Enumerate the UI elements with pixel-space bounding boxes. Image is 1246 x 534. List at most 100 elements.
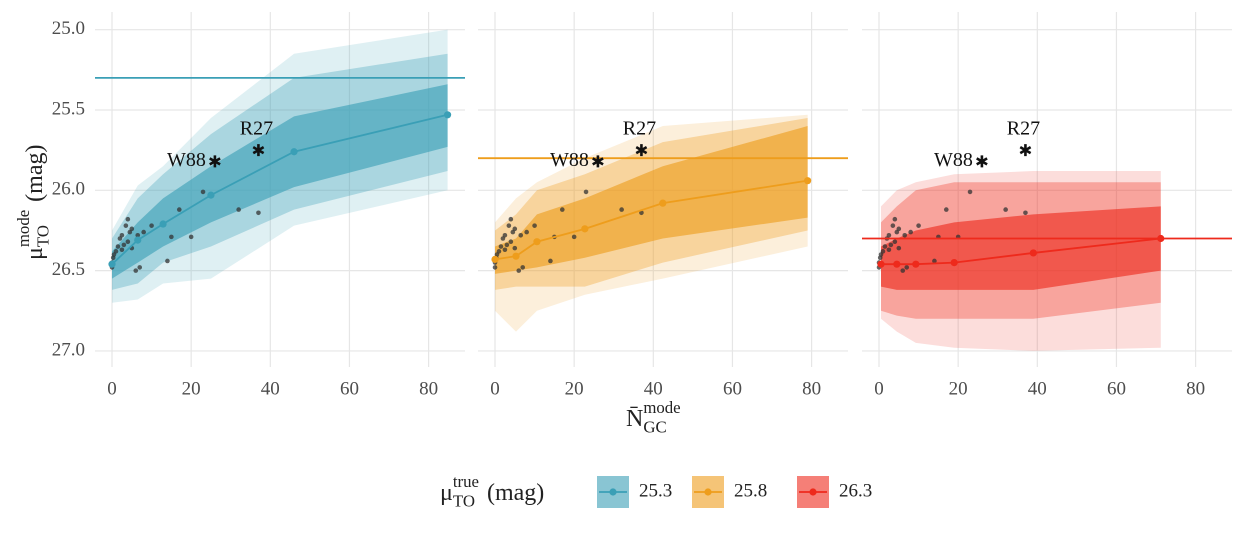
star-marker — [252, 144, 265, 157]
star-marker — [1019, 144, 1032, 157]
y-tick-label: 26.5 — [52, 259, 85, 280]
observed-point — [508, 239, 514, 245]
mean-point — [912, 260, 920, 268]
observed-point — [236, 207, 241, 212]
y-axis-title: μmodeTO (mag) — [14, 145, 52, 260]
observed-point — [498, 244, 504, 249]
star-marker — [635, 144, 648, 157]
observed-point — [125, 239, 131, 245]
mean-line — [111, 113, 448, 265]
x-tick-label: 60 — [340, 378, 359, 399]
observed-point — [141, 229, 146, 235]
observed-point — [967, 189, 973, 195]
observed-point — [502, 247, 508, 253]
observed-point — [886, 247, 892, 253]
observed-point — [916, 223, 921, 228]
observed-point — [524, 229, 529, 235]
observed-point — [165, 258, 170, 264]
mean-point — [877, 260, 885, 268]
interval-band — [880, 206, 1161, 290]
observed-point — [113, 249, 119, 254]
mean-point — [804, 177, 812, 185]
observed-point — [518, 232, 524, 238]
observed-point — [496, 249, 502, 254]
mean-point — [290, 148, 298, 156]
mean-point — [491, 255, 499, 263]
observed-point — [896, 245, 902, 251]
observed-point — [619, 207, 624, 212]
x-tick-label: 60 — [723, 378, 742, 399]
legend-title: μtrue TO (mag) — [440, 472, 544, 510]
x-tick-label: 20 — [949, 378, 968, 399]
annotation-label: R27 — [1007, 118, 1040, 140]
x-tick-label: 0 — [874, 378, 884, 399]
mean-point — [207, 191, 215, 199]
x-tick-label: 60 — [1107, 378, 1126, 399]
legend-label: 25.3 — [639, 480, 672, 501]
observed-point — [932, 258, 937, 264]
observed-point — [888, 242, 894, 248]
observed-point — [516, 268, 522, 273]
mean-point — [159, 220, 167, 228]
observed-point — [571, 234, 577, 240]
observed-point — [256, 210, 261, 216]
observed-point — [149, 223, 154, 228]
y-axis-title-sup: mode — [14, 210, 33, 247]
observed-point — [886, 232, 892, 238]
observed-point — [904, 265, 910, 270]
observed-point — [512, 226, 518, 232]
observed-point — [908, 229, 913, 235]
y-axis-title-group: μmodeTO (mag) — [14, 145, 52, 260]
observed-point — [548, 258, 553, 264]
observed-point — [135, 232, 141, 238]
observed-point — [559, 207, 565, 212]
observed-point — [520, 265, 526, 270]
x-axis-title-base: N̄ — [626, 406, 643, 432]
legend-title-sub: TO — [453, 491, 475, 510]
mean-point — [1029, 249, 1037, 257]
interval-band — [112, 84, 448, 279]
x-axis-title: N̄mode GC — [626, 398, 681, 436]
observed-point — [880, 249, 886, 254]
legend-title-sup: true — [453, 472, 479, 491]
legend-title-base: μ — [440, 480, 453, 506]
observed-point — [882, 244, 888, 249]
annotation-label: W88 — [550, 149, 589, 171]
observed-point — [176, 207, 182, 212]
observed-point — [137, 265, 143, 270]
x-tick-label: 80 — [419, 378, 438, 399]
legend-label: 25.8 — [734, 480, 767, 501]
observed-point — [133, 268, 139, 273]
observed-point — [188, 234, 194, 240]
y-axis-title-unit: (mag) — [22, 145, 48, 202]
observed-point — [125, 216, 131, 222]
y-axis-title-base: μ — [22, 247, 48, 260]
observed-point — [900, 268, 906, 273]
mean-point — [533, 238, 541, 246]
legend-key-point — [809, 488, 817, 496]
mean-point — [659, 199, 667, 207]
annotation-label: R27 — [240, 118, 273, 140]
mean-point — [134, 236, 142, 244]
y-axis-title-sub: TO — [33, 225, 52, 247]
star-marker — [592, 155, 604, 168]
observed-point — [532, 223, 537, 228]
mean-point — [443, 111, 452, 119]
observed-point — [583, 189, 589, 195]
x-axis-title-sub: GC — [643, 417, 666, 436]
observed-point — [129, 226, 135, 232]
observed-point — [639, 210, 644, 216]
legend-title-unit: (mag) — [487, 480, 544, 506]
observed-point — [504, 242, 510, 248]
observed-point — [1023, 210, 1028, 216]
y-tick-label: 26.0 — [52, 179, 85, 200]
observed-point — [492, 265, 498, 270]
observed-point — [892, 239, 898, 245]
y-tick-label: 27.0 — [52, 339, 85, 360]
observed-point — [902, 232, 908, 238]
y-tick-label: 25.0 — [52, 18, 85, 39]
mean-point — [512, 252, 520, 260]
observed-point — [115, 244, 121, 249]
observed-point — [512, 245, 518, 251]
x-axis-title-sup: mode — [643, 398, 680, 417]
